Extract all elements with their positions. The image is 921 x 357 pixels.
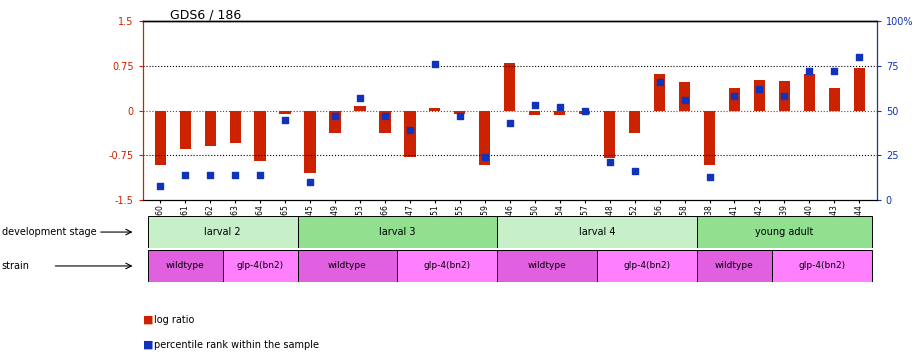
Bar — [654, 74, 665, 111]
Point — [602, 160, 617, 165]
Point — [378, 113, 392, 119]
Bar — [279, 111, 291, 114]
Bar — [697, 216, 872, 248]
Bar — [697, 250, 772, 282]
Bar — [330, 111, 341, 133]
Point — [203, 172, 217, 178]
Point — [752, 86, 767, 92]
Text: glp-4(bn2): glp-4(bn2) — [799, 261, 845, 271]
Bar — [829, 88, 840, 111]
Bar — [579, 111, 590, 114]
Point — [677, 97, 692, 103]
Text: percentile rank within the sample: percentile rank within the sample — [154, 340, 319, 350]
Bar — [155, 111, 166, 165]
Bar — [429, 108, 440, 111]
Bar — [204, 111, 216, 146]
Bar — [404, 111, 415, 157]
Point — [852, 54, 867, 60]
Text: strain: strain — [2, 261, 29, 271]
Bar — [398, 250, 497, 282]
Bar — [305, 111, 316, 173]
Bar — [379, 111, 391, 133]
Point — [553, 104, 567, 110]
Text: wildtype: wildtype — [715, 261, 754, 271]
Bar — [753, 80, 765, 111]
Point — [328, 113, 343, 119]
Bar — [147, 250, 223, 282]
Point — [528, 102, 542, 108]
Bar — [223, 250, 297, 282]
Bar — [804, 74, 815, 111]
Text: wildtype: wildtype — [166, 261, 204, 271]
Bar — [479, 111, 490, 165]
Text: glp-4(bn2): glp-4(bn2) — [237, 261, 284, 271]
Bar — [355, 106, 366, 111]
Bar — [779, 81, 790, 111]
Bar — [497, 250, 597, 282]
Point — [777, 94, 792, 99]
Text: ■: ■ — [143, 315, 153, 325]
Text: development stage: development stage — [2, 227, 97, 237]
Bar — [229, 111, 240, 144]
Point — [727, 94, 741, 99]
Point — [402, 127, 417, 133]
Point — [227, 172, 242, 178]
Point — [652, 79, 667, 85]
Point — [702, 174, 717, 180]
Bar — [554, 111, 565, 115]
Point — [802, 69, 817, 74]
Bar — [254, 111, 266, 161]
Point — [303, 179, 318, 185]
Bar — [297, 250, 398, 282]
Point — [477, 154, 492, 160]
Text: wildtype: wildtype — [328, 261, 367, 271]
Point — [353, 95, 367, 101]
Text: log ratio: log ratio — [154, 315, 194, 325]
Bar — [704, 111, 715, 165]
Point — [827, 69, 842, 74]
Text: wildtype: wildtype — [528, 261, 566, 271]
Text: larval 2: larval 2 — [204, 227, 241, 237]
Point — [452, 113, 467, 119]
Bar — [504, 63, 516, 111]
Point — [178, 172, 192, 178]
Point — [427, 61, 442, 67]
Text: larval 4: larval 4 — [579, 227, 615, 237]
Bar — [729, 88, 740, 111]
Point — [577, 108, 592, 114]
Point — [278, 117, 293, 122]
Text: ■: ■ — [143, 340, 153, 350]
Text: glp-4(bn2): glp-4(bn2) — [624, 261, 670, 271]
Bar — [679, 82, 690, 111]
Bar — [629, 111, 640, 133]
Bar — [530, 111, 541, 115]
Bar — [180, 111, 191, 149]
Text: larval 3: larval 3 — [379, 227, 415, 237]
Bar — [297, 216, 497, 248]
Bar — [147, 216, 297, 248]
Point — [503, 120, 518, 126]
Bar — [604, 111, 615, 158]
Point — [153, 183, 168, 188]
Text: GDS6 / 186: GDS6 / 186 — [170, 9, 241, 22]
Bar — [497, 216, 697, 248]
Text: glp-4(bn2): glp-4(bn2) — [424, 261, 471, 271]
Bar — [454, 111, 465, 114]
Bar — [772, 250, 872, 282]
Bar — [854, 68, 865, 111]
Bar — [597, 250, 697, 282]
Point — [252, 172, 267, 178]
Text: young adult: young adult — [755, 227, 813, 237]
Point — [627, 169, 642, 174]
